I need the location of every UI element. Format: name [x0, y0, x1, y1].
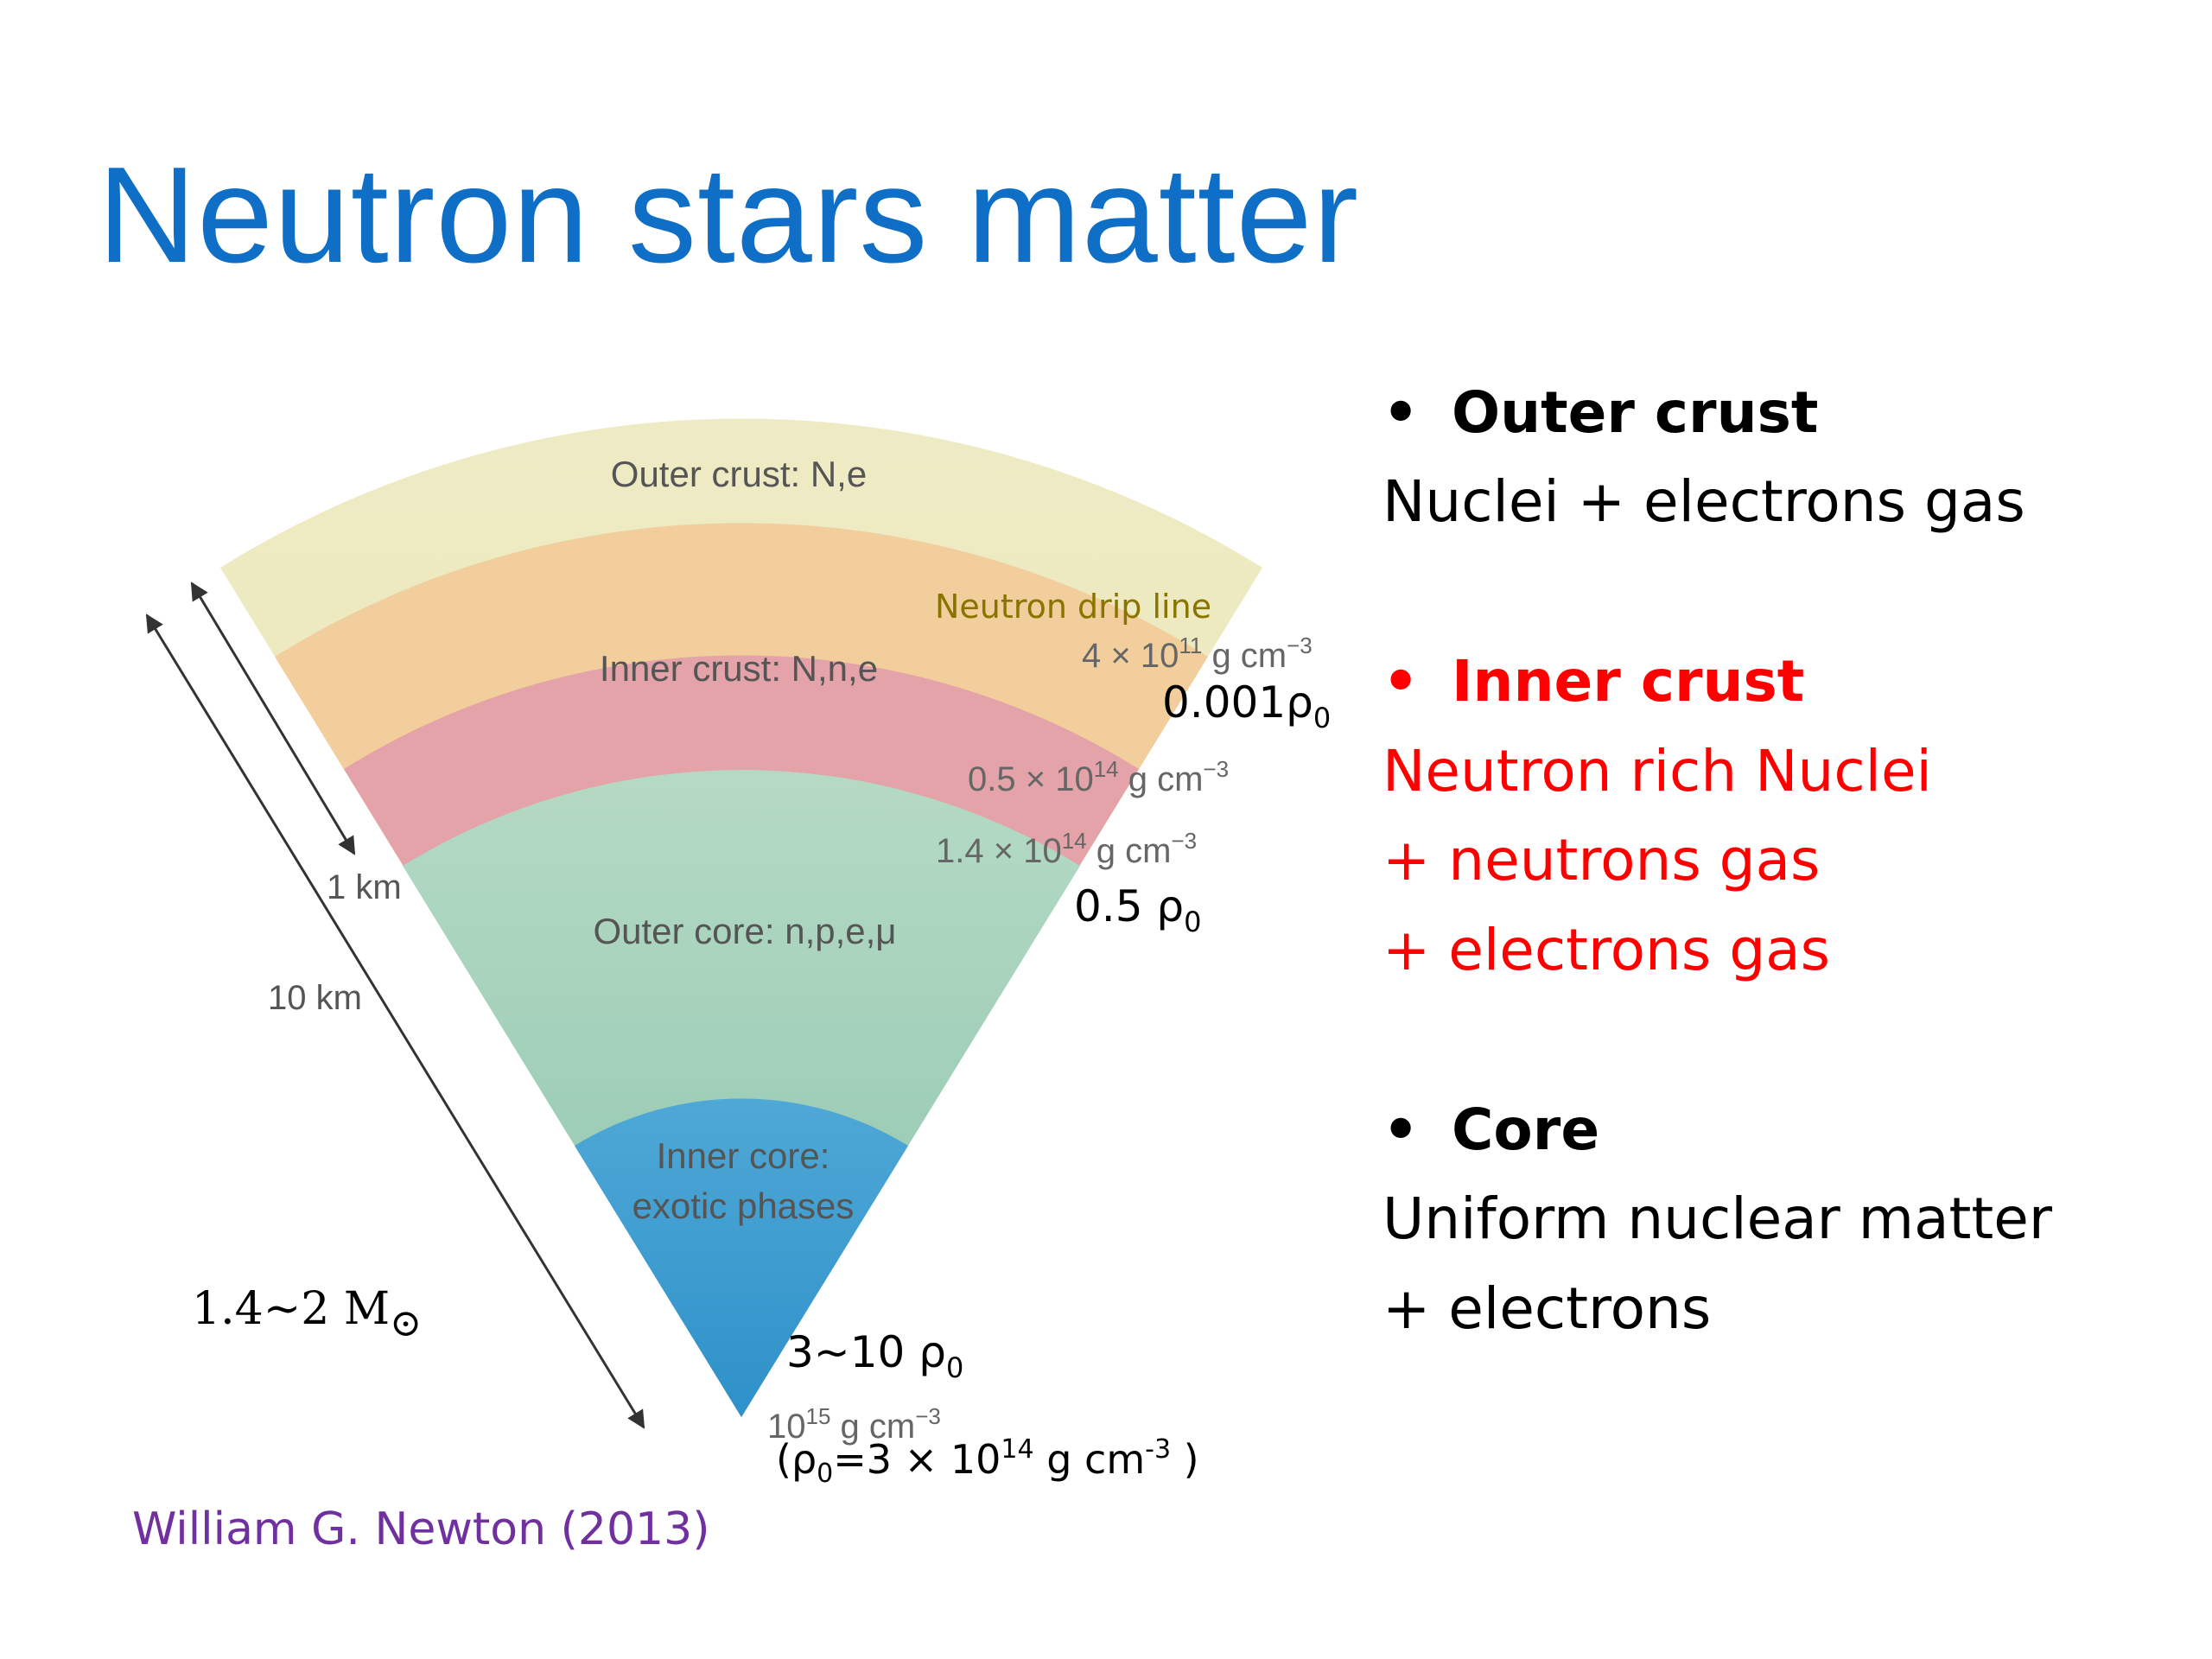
scale-label-10km: 10 km: [268, 979, 362, 1017]
outer-core-label: Outer core: n,p,e,μ: [593, 911, 896, 951]
bullet-text-inner-crust-3: + electrons gas: [1382, 917, 1830, 983]
bullet-text-inner-crust-2: + neutrons gas: [1382, 827, 1821, 893]
rho0-definition: (ρ0=3 × 1014 g cm-3 ): [776, 1434, 1199, 1489]
bullet-text-core-1: Uniform nuclear matter: [1382, 1185, 2053, 1252]
inner-core-label-line2: exotic phases: [632, 1185, 855, 1226]
bullet-text-inner-crust-1: Neutron rich Nuclei: [1382, 738, 1932, 804]
rho-label-core-boundary: 0.5 ρ0: [1074, 881, 1202, 938]
scale-arrow-10km: [145, 613, 645, 1429]
inner-core-label-line1: Inner core:: [657, 1135, 830, 1176]
inner-core-layer: [575, 1098, 908, 1417]
density-label-outer-crust-base: 4 × 1011 g cm−3: [1082, 632, 1313, 675]
density-label-center: 1015 g cm−3: [767, 1403, 941, 1446]
solar-mass-icon: ⊙: [390, 1301, 422, 1345]
rho-label-drip: 0.001ρ0: [1162, 677, 1331, 734]
density-label-inner-crust-base: 0.5 × 1014 g cm−3: [968, 756, 1229, 798]
inner-crust-label: Inner crust: N,n,e: [600, 648, 878, 689]
mass-label: 1.4~2 M⊙: [192, 1283, 422, 1345]
outer-crust-label: Outer crust: N,e: [611, 454, 867, 494]
bullet-text-core-2: + electrons: [1382, 1275, 1712, 1342]
bullet-marker: •: [1382, 648, 1420, 715]
bullet-heading-outer-crust: • Outer crust: [1382, 379, 1819, 446]
rho-label-center: 3~10 ρ0: [786, 1327, 963, 1384]
bullet-heading-core: • Core: [1382, 1096, 1600, 1163]
bullet-marker: •: [1382, 379, 1420, 446]
bullet-text-outer-crust: Nuclei + electrons gas: [1382, 468, 2025, 535]
neutron-drip-line-label: Neutron drip line: [935, 588, 1211, 626]
slide-title: Neutron stars matter: [98, 139, 1360, 291]
scale-label-1km: 1 km: [327, 868, 402, 906]
citation: William G. Newton (2013): [132, 1503, 710, 1555]
density-label-core-boundary: 1.4 × 1014 g cm−3: [936, 828, 1197, 870]
bullet-marker: •: [1382, 1096, 1420, 1163]
bullet-heading-inner-crust: • Inner crust: [1382, 648, 1805, 715]
